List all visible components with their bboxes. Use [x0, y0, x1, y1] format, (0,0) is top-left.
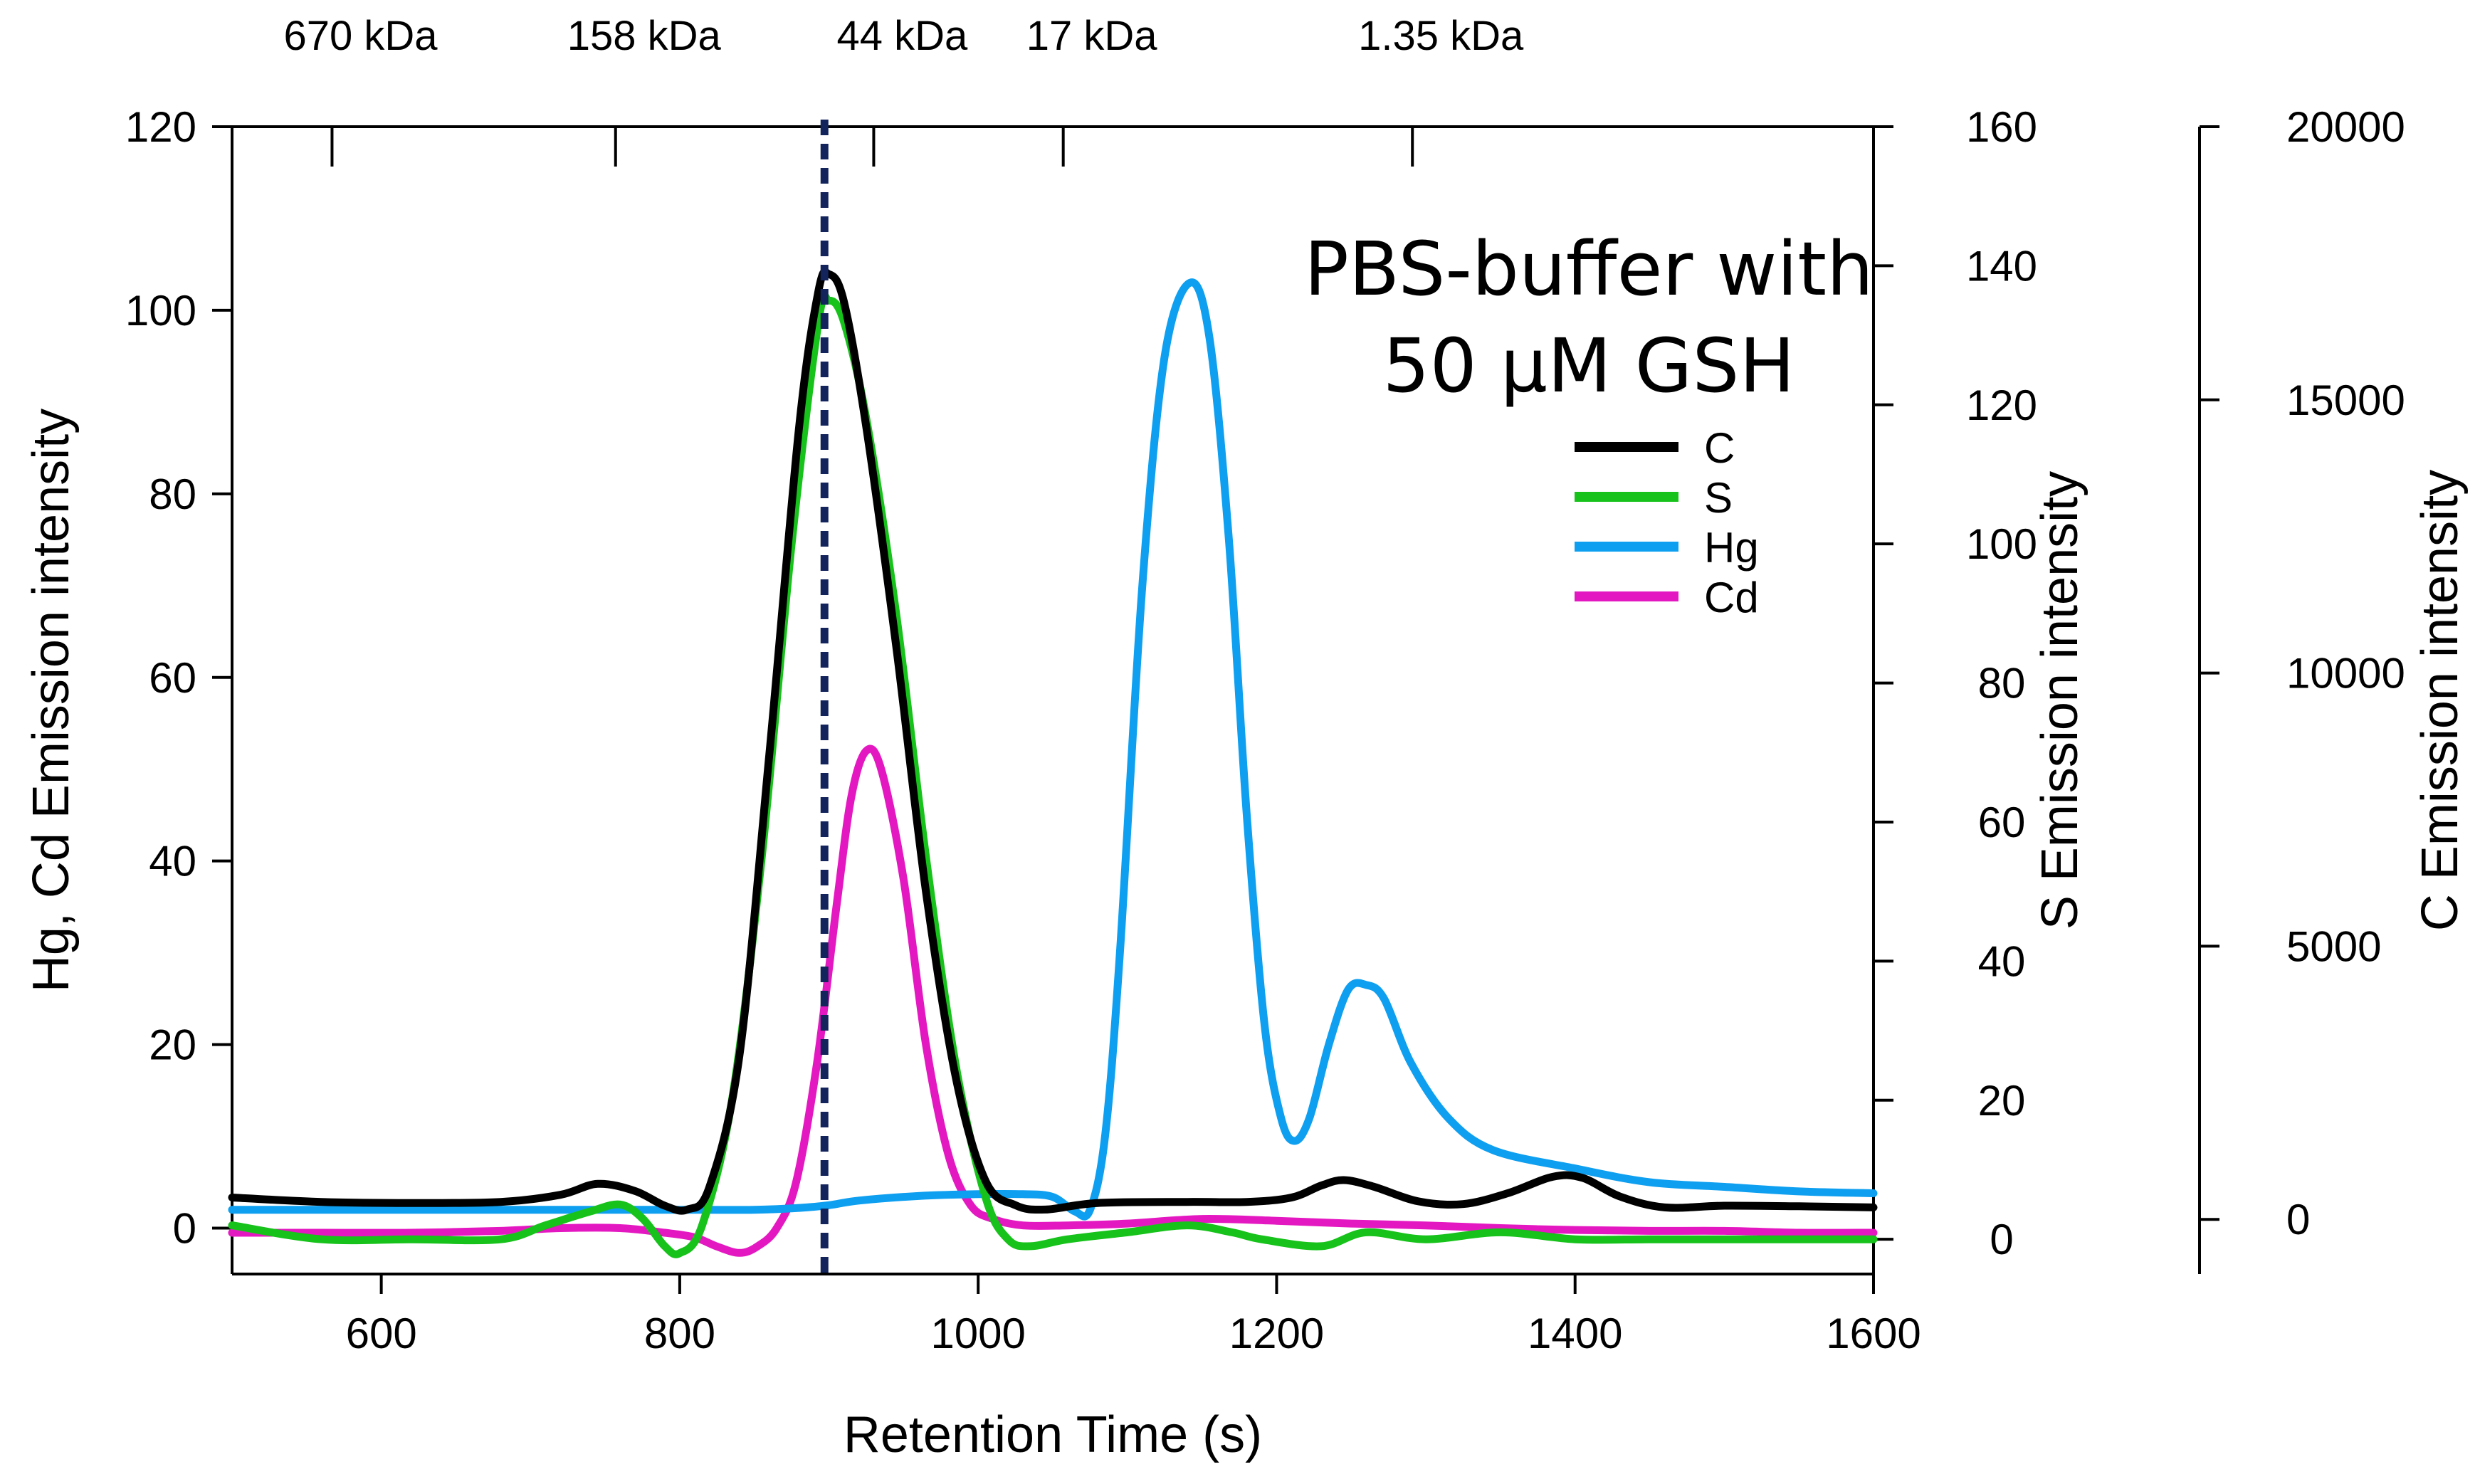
- legend-label-cd: Cd: [1704, 574, 1759, 621]
- s-axis-title: S Emission intensity: [2032, 471, 2088, 930]
- series-line-c: [228, 268, 1878, 1215]
- x-axis-title: Retention Time (s): [844, 1406, 1262, 1463]
- x-tick-label-800: 800: [644, 1310, 715, 1357]
- mw-marker-label-3: 17 kDa: [1026, 13, 1158, 59]
- x-tick-label-1200: 1200: [1229, 1310, 1324, 1357]
- legend-label-c: C: [1704, 424, 1735, 472]
- legend: C S Hg Cd: [1575, 424, 1759, 621]
- s-tick-label-160: 160: [1966, 103, 2037, 151]
- left-tick-label-100: 100: [125, 287, 196, 335]
- mw-marker-label-2: 44 kDa: [837, 13, 969, 59]
- s-tick-label-40: 40: [1978, 937, 2026, 985]
- mw-marker-label-0: 670 kDa: [283, 13, 438, 59]
- legend-label-hg: Hg: [1704, 524, 1759, 572]
- series-layer: [228, 268, 1878, 1258]
- s-tick-label-80: 80: [1978, 660, 2026, 707]
- ticks-layer: 600 800 1000 1200 1400 1600020406080100120020…: [125, 13, 2405, 1357]
- mw-marker-label-1: 158 kDa: [567, 13, 722, 59]
- c-axis-title: C Emission intensity: [2412, 470, 2469, 931]
- mw-marker-label-4: 1.35 kDa: [1358, 13, 1524, 59]
- x-tick-label-1600: 1600: [1826, 1310, 1921, 1357]
- c-tick-label-0: 0: [2286, 1196, 2310, 1243]
- left-tick-label-40: 40: [149, 838, 196, 885]
- c-tick-label-15000: 15000: [2286, 377, 2405, 424]
- left-tick-label-0: 0: [173, 1205, 196, 1253]
- x-tick-label-1400: 1400: [1528, 1310, 1622, 1357]
- c-tick-label-20000: 20000: [2286, 103, 2405, 151]
- s-tick-label-20: 20: [1978, 1077, 2026, 1125]
- s-tick-label-100: 100: [1966, 520, 2037, 568]
- annotation-line-1: PBS-buffer with: [1304, 226, 1874, 312]
- c-tick-label-10000: 10000: [2286, 650, 2405, 698]
- s-tick-label-60: 60: [1978, 799, 2026, 846]
- s-tick-label-120: 120: [1966, 381, 2037, 429]
- s-tick-label-0: 0: [1990, 1216, 2013, 1263]
- series-line-s: [228, 292, 1878, 1258]
- left-axis-title: Hg, Cd Emission intensity: [23, 409, 80, 992]
- s-tick-label-140: 140: [1966, 242, 2037, 290]
- x-tick-label-1000: 1000: [930, 1310, 1025, 1357]
- c-tick-label-5000: 5000: [2286, 922, 2381, 970]
- plot-frame: [231, 125, 2201, 1275]
- x-tick-label-600: 600: [346, 1310, 417, 1357]
- legend-label-s: S: [1704, 474, 1733, 522]
- left-tick-label-60: 60: [149, 654, 196, 702]
- left-tick-label-120: 120: [125, 103, 196, 151]
- annotation-line-2: 50 µM GSH: [1382, 322, 1795, 409]
- series-line-hg: [228, 278, 1878, 1221]
- left-tick-label-80: 80: [149, 470, 196, 518]
- left-tick-label-20: 20: [149, 1021, 196, 1069]
